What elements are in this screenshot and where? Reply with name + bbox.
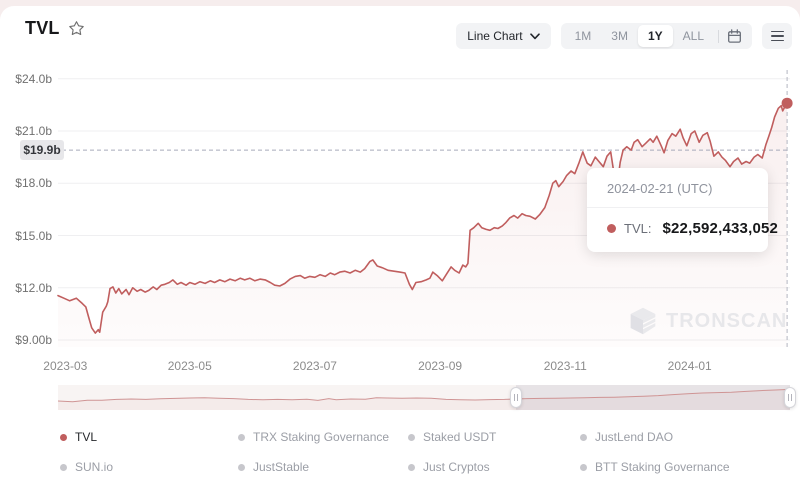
brush-area-fill bbox=[58, 389, 790, 410]
x-axis-label: 2024-01 bbox=[667, 359, 712, 373]
y-axis-label: $15.0b bbox=[15, 228, 52, 243]
legend-item-trx-staking-governance[interactable]: TRX Staking Governance bbox=[238, 429, 389, 445]
range-selector: 1M 3M 1Y ALL bbox=[560, 23, 752, 49]
favorite-star-button[interactable] bbox=[68, 20, 85, 37]
legend-label: Staked USDT bbox=[423, 430, 497, 444]
tvl-series-dot-icon bbox=[607, 224, 616, 233]
brush-handle-left[interactable] bbox=[510, 387, 522, 408]
marker-value-badge: $19.9b bbox=[20, 140, 64, 161]
legend-dot-icon bbox=[60, 463, 67, 471]
legend-item-justlend-dao[interactable]: JustLend DAO bbox=[580, 429, 673, 445]
chart-tooltip: 2024-02-21 (UTC) TVL: $22,592,433,052 bbox=[587, 168, 778, 252]
chart-type-dropdown[interactable]: Line Chart bbox=[456, 23, 551, 49]
legend-row: TVL TRX Staking Governance Staked USDT Just… bbox=[0, 429, 800, 445]
chart-controls: Line Chart 1M 3M 1Y ALL bbox=[456, 23, 792, 49]
legend-item-sun-io[interactable]: SUN.io bbox=[60, 459, 113, 475]
chart-plot-area[interactable] bbox=[57, 70, 793, 347]
range-button-1y[interactable]: 1Y bbox=[637, 25, 673, 47]
x-axis-label: 2023-07 bbox=[292, 359, 337, 373]
legend-dot-icon bbox=[238, 463, 245, 471]
range-divider bbox=[718, 29, 719, 43]
legend-label: SUN.io bbox=[75, 460, 114, 474]
legend-label: BTT Staking Governance bbox=[595, 460, 730, 474]
legend-row: SUN.io JustStable Just Cryptos BTT Staking … bbox=[0, 459, 800, 475]
tronscan-logo-icon bbox=[630, 307, 656, 335]
legend-item-just-cryptos[interactable]: Just Cryptos bbox=[408, 459, 490, 475]
y-axis-label: $24.0b bbox=[15, 71, 52, 86]
brush-mini-chart[interactable] bbox=[58, 385, 796, 410]
legend-dot-icon bbox=[408, 463, 415, 471]
legend-dot-icon bbox=[60, 433, 67, 441]
y-axis-label: $9.00b bbox=[15, 333, 52, 348]
watermark: TRONSCAN bbox=[628, 305, 787, 337]
y-axis-label: $21.0b bbox=[15, 123, 52, 138]
brush-handle-right[interactable] bbox=[784, 387, 796, 408]
legend-label: JustStable bbox=[253, 460, 310, 474]
legend-dot-icon bbox=[238, 433, 245, 441]
brush-selection-window[interactable] bbox=[516, 385, 790, 410]
legend-dot-icon bbox=[580, 433, 587, 441]
y-axis-label: $12.0b bbox=[15, 280, 52, 295]
legend-item-tvl[interactable]: TVL bbox=[60, 429, 97, 445]
page-title: TVL bbox=[25, 18, 60, 38]
x-axis-label: 2023-05 bbox=[167, 359, 212, 373]
x-axis-label: 2023-03 bbox=[43, 359, 88, 373]
legend-label: TRX Staking Governance bbox=[253, 430, 390, 444]
tooltip-row: TVL: $22,592,433,052 bbox=[587, 208, 778, 237]
chevron-down-icon bbox=[529, 32, 540, 39]
star-icon bbox=[68, 21, 84, 36]
legend-dot-icon bbox=[580, 463, 587, 471]
range-button-all[interactable]: ALL bbox=[673, 25, 714, 47]
legend-label: JustLend DAO bbox=[595, 430, 674, 444]
menu-button[interactable] bbox=[762, 23, 792, 49]
calendar-icon bbox=[728, 28, 741, 43]
hamburger-icon bbox=[770, 30, 784, 42]
y-axis-label: $18.0b bbox=[15, 176, 52, 191]
tooltip-divider bbox=[587, 207, 768, 208]
tvl-line bbox=[57, 102, 788, 334]
chart-type-label: Line Chart bbox=[467, 29, 523, 43]
range-button-3m[interactable]: 3M bbox=[601, 25, 638, 47]
legend-label: Just Cryptos bbox=[423, 460, 490, 474]
range-button-1m[interactable]: 1M bbox=[565, 25, 602, 47]
legend-item-btt-staking-governance[interactable]: BTT Staking Governance bbox=[580, 459, 730, 475]
legend-label: TVL bbox=[75, 430, 98, 444]
legend-item-juststable[interactable]: JustStable bbox=[238, 459, 309, 475]
tooltip-value: $22,592,433,052 bbox=[662, 220, 779, 237]
x-axis-label: 2023-11 bbox=[543, 359, 587, 373]
highlight-dot bbox=[781, 97, 793, 109]
header: TVL bbox=[25, 18, 85, 39]
watermark-text: TRONSCAN bbox=[666, 309, 788, 332]
legend-item-staked-usdt[interactable]: Staked USDT bbox=[408, 429, 496, 445]
tooltip-date: 2024-02-21 (UTC) bbox=[607, 181, 713, 196]
tooltip-series-label: TVL: bbox=[624, 221, 652, 236]
x-axis-label: 2023-09 bbox=[418, 359, 463, 373]
custom-date-button[interactable] bbox=[725, 28, 748, 44]
chart-card: TVL Line Chart 1M 3M 1Y ALL bbox=[0, 6, 800, 485]
legend-dot-icon bbox=[408, 433, 415, 441]
brush-line bbox=[58, 388, 790, 403]
